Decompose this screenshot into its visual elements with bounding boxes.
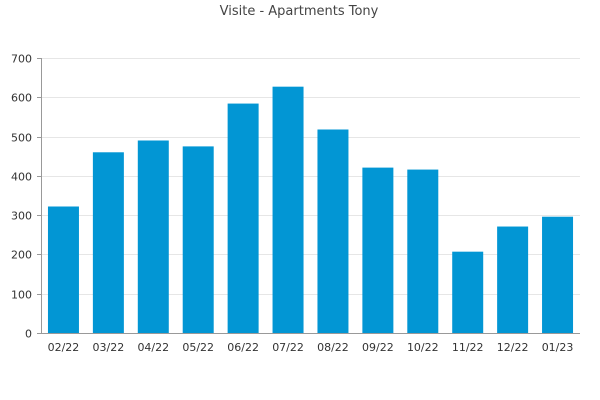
x-tick-label: 10/22 [407,341,439,354]
x-tick-label: 08/22 [317,341,349,354]
x-tick-label: 09/22 [362,341,394,354]
bar-07-22 [272,86,304,333]
bar-09-22 [362,167,394,333]
x-tick-label: 07/22 [272,341,304,354]
x-tick-label: 03/22 [93,341,125,354]
bar-04-22 [137,140,169,333]
bar-08-22 [317,129,349,333]
y-tick-label: 200 [11,249,32,262]
y-tick-label: 700 [11,53,32,66]
y-tick-labels: 0 100 200 300 400 500 600 700 [11,53,32,341]
chart-title: Visite - Apartments Tony [220,4,379,19]
y-tick-label: 500 [11,132,32,145]
bar-02-22 [47,206,79,333]
bar-03-22 [92,152,124,333]
y-tick-label: 0 [25,328,32,341]
x-tick-label: 06/22 [227,341,259,354]
x-tick-label: 04/22 [137,341,169,354]
y-tick-label: 100 [11,289,32,302]
bar-05-22 [182,146,214,333]
y-tick-label: 300 [11,210,32,223]
x-tick-label: 02/22 [48,341,80,354]
bar-10-22 [407,169,439,333]
x-tick-labels: 02/22 03/22 04/22 05/22 06/22 07/22 08/22 09/22… [48,341,574,354]
axes [37,58,580,334]
x-tick-label: 05/22 [182,341,214,354]
x-tick-label: 11/22 [452,341,484,354]
bar-12-22 [497,226,529,333]
bar-01-23 [542,216,574,333]
bar-06-22 [227,103,259,333]
y-tick-label: 600 [11,92,32,105]
bar-11-22 [452,251,484,333]
bars [47,86,574,333]
x-tick-label: 01/23 [542,341,574,354]
y-tick-label: 400 [11,171,32,184]
x-tick-label: 12/22 [497,341,529,354]
grid-lines [41,58,580,295]
